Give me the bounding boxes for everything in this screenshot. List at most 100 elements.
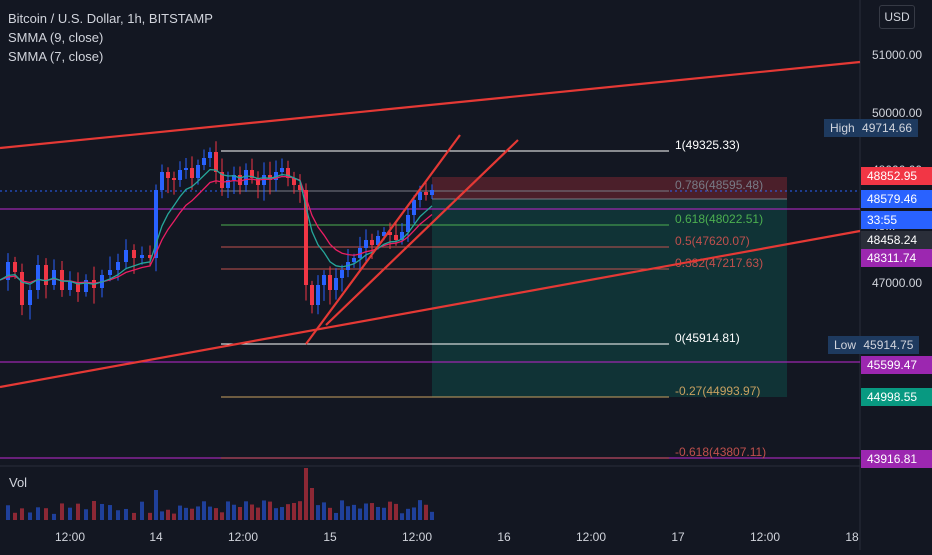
time-tick-label: 15 <box>323 530 337 544</box>
volume-bar <box>68 507 72 520</box>
candle-body <box>376 236 380 245</box>
candle-body <box>124 250 128 262</box>
candle-body <box>430 190 434 195</box>
fib-level-label: -0.618(43807.11) <box>675 445 766 459</box>
volume-bar <box>60 503 64 520</box>
candle-body <box>76 282 80 292</box>
volume-bar <box>140 501 144 520</box>
volume-bar <box>166 509 170 520</box>
low-tag-value: 45914.75 <box>863 338 914 352</box>
candle-body <box>262 175 266 185</box>
volume-label: Vol <box>9 475 28 490</box>
volume-bar <box>322 502 326 520</box>
indicator-smma-9[interactable]: SMMA (9, close) <box>8 30 104 45</box>
volume-bar <box>262 500 266 520</box>
candle-body <box>244 170 248 185</box>
time-tick-label: 12:00 <box>55 530 85 544</box>
volume-bar <box>92 500 96 520</box>
volume-bar <box>132 512 136 520</box>
candle-body <box>108 270 112 275</box>
volume-bar <box>148 512 152 520</box>
candle-body <box>388 232 392 235</box>
volume-bar <box>108 505 112 520</box>
candle-body <box>172 178 176 180</box>
indicator-smma-7[interactable]: SMMA (7, close) <box>8 49 104 64</box>
candle-body <box>196 165 200 178</box>
volume-bar <box>172 513 176 520</box>
trend-line <box>0 229 861 389</box>
candle-body <box>214 152 218 172</box>
price-tick-label: 47000.00 <box>872 276 922 290</box>
volume-bar <box>304 468 308 520</box>
candle-body <box>6 262 10 280</box>
fib-level-label: 1(49325.33) <box>675 138 740 152</box>
candle-body <box>304 190 308 285</box>
candle-body <box>190 168 194 178</box>
volume-bar <box>256 507 260 520</box>
time-tick-label: 12:00 <box>576 530 606 544</box>
volume-bar <box>190 508 194 520</box>
volume-bar <box>400 513 404 520</box>
volume-bar <box>430 511 434 520</box>
volume-bar <box>406 508 410 520</box>
candle-body <box>394 235 398 240</box>
candle-body <box>166 172 170 178</box>
candle-body <box>13 262 17 272</box>
volume-bar <box>52 513 56 520</box>
fib-level-label: 0.786(48595.48) <box>675 178 763 192</box>
volume-bar <box>346 506 350 520</box>
price-badge: 45599.47 <box>861 356 932 374</box>
price-badge: 48579.46 <box>861 190 932 208</box>
price-badge: 48311.74 <box>861 249 932 267</box>
time-tick-label: 12:00 <box>402 530 432 544</box>
volume-bar <box>412 507 416 520</box>
volume-bar <box>352 504 356 520</box>
smma-9-line <box>0 175 433 284</box>
volume-bar <box>124 508 128 520</box>
currency-button[interactable]: USD <box>879 5 915 29</box>
fib-level-label: -0.27(44993.97) <box>675 384 760 398</box>
volume-bar <box>44 508 48 520</box>
low-tag: Low 45914.75 <box>828 336 920 354</box>
price-badge: 48852.95 <box>861 167 932 185</box>
candle-body <box>352 258 356 262</box>
volume-bars <box>6 468 434 520</box>
volume-bar <box>238 507 242 520</box>
high-tag-value: 49714.66 <box>862 121 913 135</box>
candle-body <box>370 240 374 245</box>
candle-body <box>328 275 332 290</box>
volume-bar <box>250 504 254 520</box>
volume-bar <box>84 509 88 520</box>
time-tick-label: 12:00 <box>228 530 258 544</box>
smma-7-line <box>0 168 433 285</box>
candle-body <box>250 170 254 178</box>
fib-retracement[interactable]: 1(49325.33) 0.786(48595.48) 0.618(48022.51… <box>221 138 766 459</box>
candle-body <box>400 232 404 240</box>
volume-bar <box>340 500 344 520</box>
volume-bar <box>316 505 320 520</box>
volume-bar <box>358 508 362 520</box>
volume-bar <box>334 512 338 520</box>
candle-body <box>382 232 386 236</box>
candle-body <box>84 280 88 292</box>
high-tag: High 49714.66 <box>824 119 919 137</box>
candle-body <box>274 172 278 180</box>
trend-lines[interactable] <box>0 60 861 389</box>
fib-level-label: 0(45914.81) <box>675 331 740 345</box>
candle-body <box>202 158 206 165</box>
position-zone <box>432 177 787 397</box>
volume-bar <box>418 500 422 520</box>
volume-bar <box>100 503 104 520</box>
volume-bar <box>214 508 218 520</box>
candle-body <box>140 255 144 258</box>
symbol-title[interactable]: Bitcoin / U.S. Dollar, 1h, BITSTAMP <box>8 11 213 26</box>
candle-body <box>286 168 290 178</box>
volume-bar <box>328 507 332 520</box>
candle-body <box>36 265 40 290</box>
candle-body <box>116 262 120 270</box>
candle-body <box>412 200 416 215</box>
candle-body <box>148 255 152 258</box>
time-tick-label: 17 <box>671 530 685 544</box>
volume-bar <box>424 504 428 520</box>
